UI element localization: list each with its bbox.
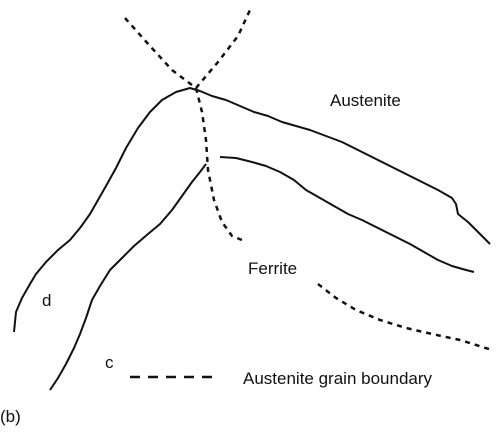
grain-boundary [317,283,493,352]
label: Austenite [330,91,401,110]
legend-label: Austenite grain boundary [243,369,433,388]
grain-boundary [124,9,252,90]
grain-boundary [194,87,243,242]
panel-label: (b) [0,407,21,426]
label: Ferrite [248,259,297,278]
curve-d [13,87,491,333]
curve-c-upper [219,156,475,273]
label: d [42,291,51,310]
curve-c [49,163,207,391]
label: c [105,353,114,372]
